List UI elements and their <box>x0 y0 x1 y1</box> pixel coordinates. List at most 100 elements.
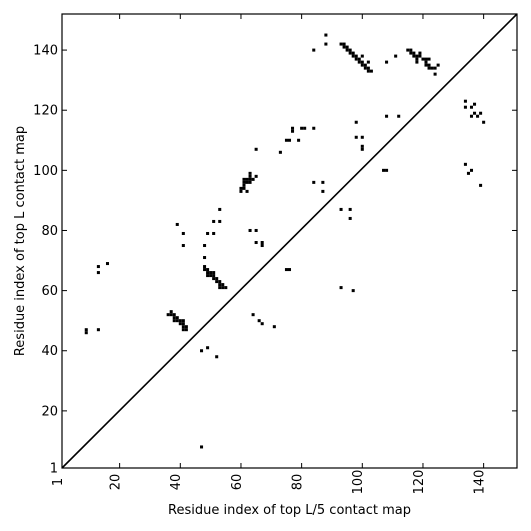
contact-point <box>206 231 210 235</box>
contact-point <box>360 54 364 58</box>
contact-point <box>418 54 422 58</box>
contact-point <box>348 207 352 211</box>
contact-point <box>324 33 328 37</box>
contact-point <box>206 271 210 275</box>
contact-point <box>181 231 185 235</box>
contact-point <box>348 48 352 52</box>
contact-point <box>203 256 207 260</box>
y-tick-label: 60 <box>41 284 58 299</box>
x-tick-label: 20 <box>108 474 123 491</box>
contact-point <box>385 114 389 118</box>
contact-point <box>257 319 261 323</box>
contact-point <box>394 54 398 58</box>
contact-point <box>357 57 361 61</box>
y-axis-title: Residue index of top L contact map <box>13 126 28 356</box>
x-tick-label: 80 <box>290 474 305 491</box>
contact-point <box>321 180 325 184</box>
contact-point <box>96 271 100 275</box>
contact-point <box>212 271 216 275</box>
contact-point <box>169 313 173 317</box>
y-tick-label: 20 <box>41 404 58 419</box>
contact-point <box>354 120 358 124</box>
contact-point <box>463 162 467 166</box>
contact-point <box>466 171 470 175</box>
contact-point <box>433 72 437 76</box>
contact-point <box>312 126 316 130</box>
contact-point <box>284 138 288 142</box>
contact-point <box>218 286 222 290</box>
contact-point <box>105 262 110 266</box>
contact-point <box>291 129 295 133</box>
contact-point <box>476 114 480 118</box>
contact-point <box>248 174 252 178</box>
contact-point <box>297 138 301 142</box>
contact-point <box>254 228 258 232</box>
x-tick-label: 140 <box>472 470 487 495</box>
contact-point <box>254 147 258 151</box>
contact-point <box>203 268 207 272</box>
contact-point <box>473 111 477 115</box>
contact-point <box>203 244 207 248</box>
contact-point <box>212 231 216 235</box>
contact-point <box>436 63 440 67</box>
contact-point <box>242 180 246 184</box>
contact-point <box>363 63 367 67</box>
contact-point <box>345 48 349 52</box>
contact-point <box>181 328 185 332</box>
contact-point <box>175 319 179 323</box>
contact-point <box>206 346 210 350</box>
contact-point <box>260 322 264 326</box>
contact-point <box>254 174 258 178</box>
contact-point <box>248 177 252 181</box>
contact-point <box>84 328 88 332</box>
contact-point <box>351 51 355 55</box>
contact-point <box>424 63 428 67</box>
x-tick-label: 40 <box>169 474 184 491</box>
contact-point <box>418 51 422 55</box>
contact-point <box>433 66 437 70</box>
y-tick-label: 1 <box>50 462 58 477</box>
contact-point <box>412 54 416 58</box>
contact-point <box>385 168 389 172</box>
contact-point <box>421 57 425 61</box>
y-tick-label: 80 <box>41 224 58 239</box>
contact-point <box>200 349 204 353</box>
contact-point <box>224 286 228 290</box>
contact-point <box>212 219 216 223</box>
contact-point <box>427 66 431 70</box>
contact-point <box>406 48 410 52</box>
contact-point <box>351 289 355 293</box>
contact-point <box>409 48 413 52</box>
contact-point <box>212 277 216 281</box>
contact-point <box>203 265 207 269</box>
x-tick-label: 60 <box>230 474 245 491</box>
contact-point <box>469 114 474 118</box>
contact-point <box>382 168 386 172</box>
contact-point <box>178 319 182 323</box>
contact-point <box>245 180 249 184</box>
contact-point <box>218 280 222 284</box>
contact-point <box>345 45 349 49</box>
contact-point <box>354 57 358 61</box>
contact-point <box>212 274 216 278</box>
x-tick-label: 1 <box>51 478 66 486</box>
contact-point <box>284 268 288 272</box>
contact-point <box>251 313 255 317</box>
contact-point <box>424 60 428 64</box>
contact-point <box>363 66 367 70</box>
contact-point <box>181 244 185 248</box>
contact-point <box>357 60 361 64</box>
contact-point <box>312 48 316 52</box>
diagonal-line <box>61 13 518 469</box>
contact-point <box>342 45 346 49</box>
contact-point <box>303 126 307 130</box>
contact-point <box>415 54 419 58</box>
contact-point <box>278 150 282 154</box>
contact-point <box>324 42 328 46</box>
contact-point <box>415 57 419 61</box>
contact-point <box>272 325 276 329</box>
contact-point <box>200 445 204 449</box>
contact-point <box>348 51 352 55</box>
contact-point <box>84 331 88 335</box>
